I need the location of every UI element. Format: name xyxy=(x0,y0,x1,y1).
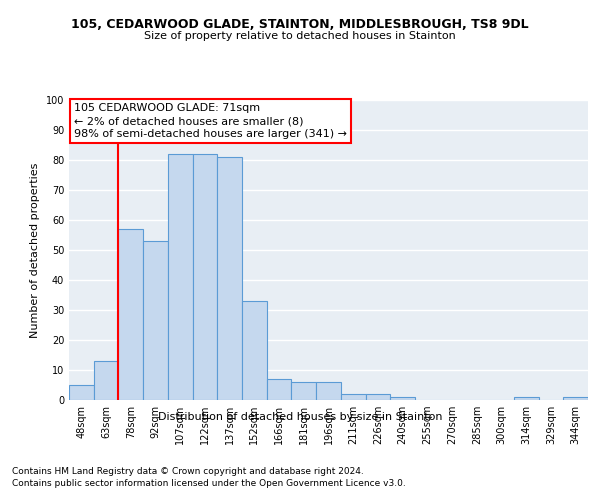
Text: Distribution of detached houses by size in Stainton: Distribution of detached houses by size … xyxy=(158,412,442,422)
Bar xyxy=(217,157,242,400)
Bar xyxy=(365,394,390,400)
Bar xyxy=(242,301,267,400)
Bar xyxy=(168,154,193,400)
Bar xyxy=(292,382,316,400)
Bar xyxy=(390,397,415,400)
Text: 105 CEDARWOOD GLADE: 71sqm
← 2% of detached houses are smaller (8)
98% of semi-d: 105 CEDARWOOD GLADE: 71sqm ← 2% of detac… xyxy=(74,103,347,140)
Bar xyxy=(94,361,118,400)
Text: Contains HM Land Registry data © Crown copyright and database right 2024.: Contains HM Land Registry data © Crown c… xyxy=(12,468,364,476)
Text: 105, CEDARWOOD GLADE, STAINTON, MIDDLESBROUGH, TS8 9DL: 105, CEDARWOOD GLADE, STAINTON, MIDDLESB… xyxy=(71,18,529,30)
Bar xyxy=(193,154,217,400)
Bar xyxy=(563,397,588,400)
Bar xyxy=(69,385,94,400)
Text: Size of property relative to detached houses in Stainton: Size of property relative to detached ho… xyxy=(144,31,456,41)
Text: Contains public sector information licensed under the Open Government Licence v3: Contains public sector information licen… xyxy=(12,479,406,488)
Bar xyxy=(118,229,143,400)
Bar xyxy=(514,397,539,400)
Bar xyxy=(267,379,292,400)
Bar xyxy=(316,382,341,400)
Y-axis label: Number of detached properties: Number of detached properties xyxy=(30,162,40,338)
Bar xyxy=(341,394,365,400)
Bar xyxy=(143,241,168,400)
